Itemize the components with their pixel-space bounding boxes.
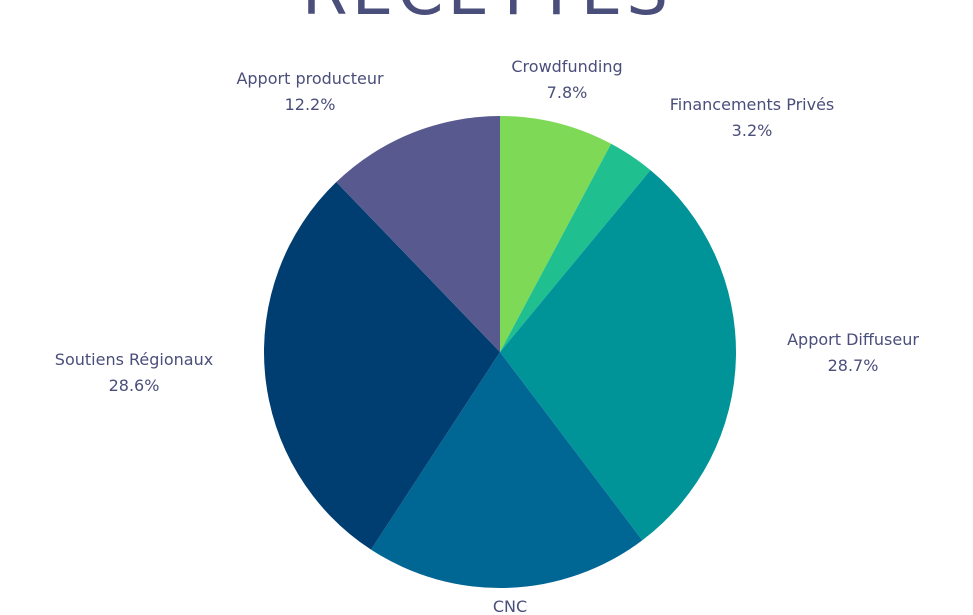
slice-label: Crowdfunding: [511, 57, 622, 76]
pie-slice: [371, 352, 643, 588]
slice-value-label: 3.2%: [732, 121, 773, 140]
slice-label: Soutiens Régionaux: [55, 350, 213, 369]
pie-slice: [500, 170, 736, 541]
slice-value-label: 28.7%: [828, 356, 879, 375]
slice-label: Apport producteur: [236, 69, 384, 88]
chart-title: RECETTES: [302, 0, 672, 30]
slice-label: CNC: [493, 597, 527, 615]
slice-value-label: 12.2%: [285, 95, 336, 114]
slice-value-label: 28.6%: [109, 376, 160, 395]
pie-slice: [500, 116, 612, 352]
slice-value-label: 7.8%: [547, 83, 588, 102]
pie-slice: [336, 116, 500, 352]
pie-slice: [500, 143, 651, 352]
slice-label: Financements Privés: [670, 95, 835, 114]
pie-slice: [264, 182, 500, 550]
slice-label: Apport Diffuseur: [787, 330, 919, 349]
